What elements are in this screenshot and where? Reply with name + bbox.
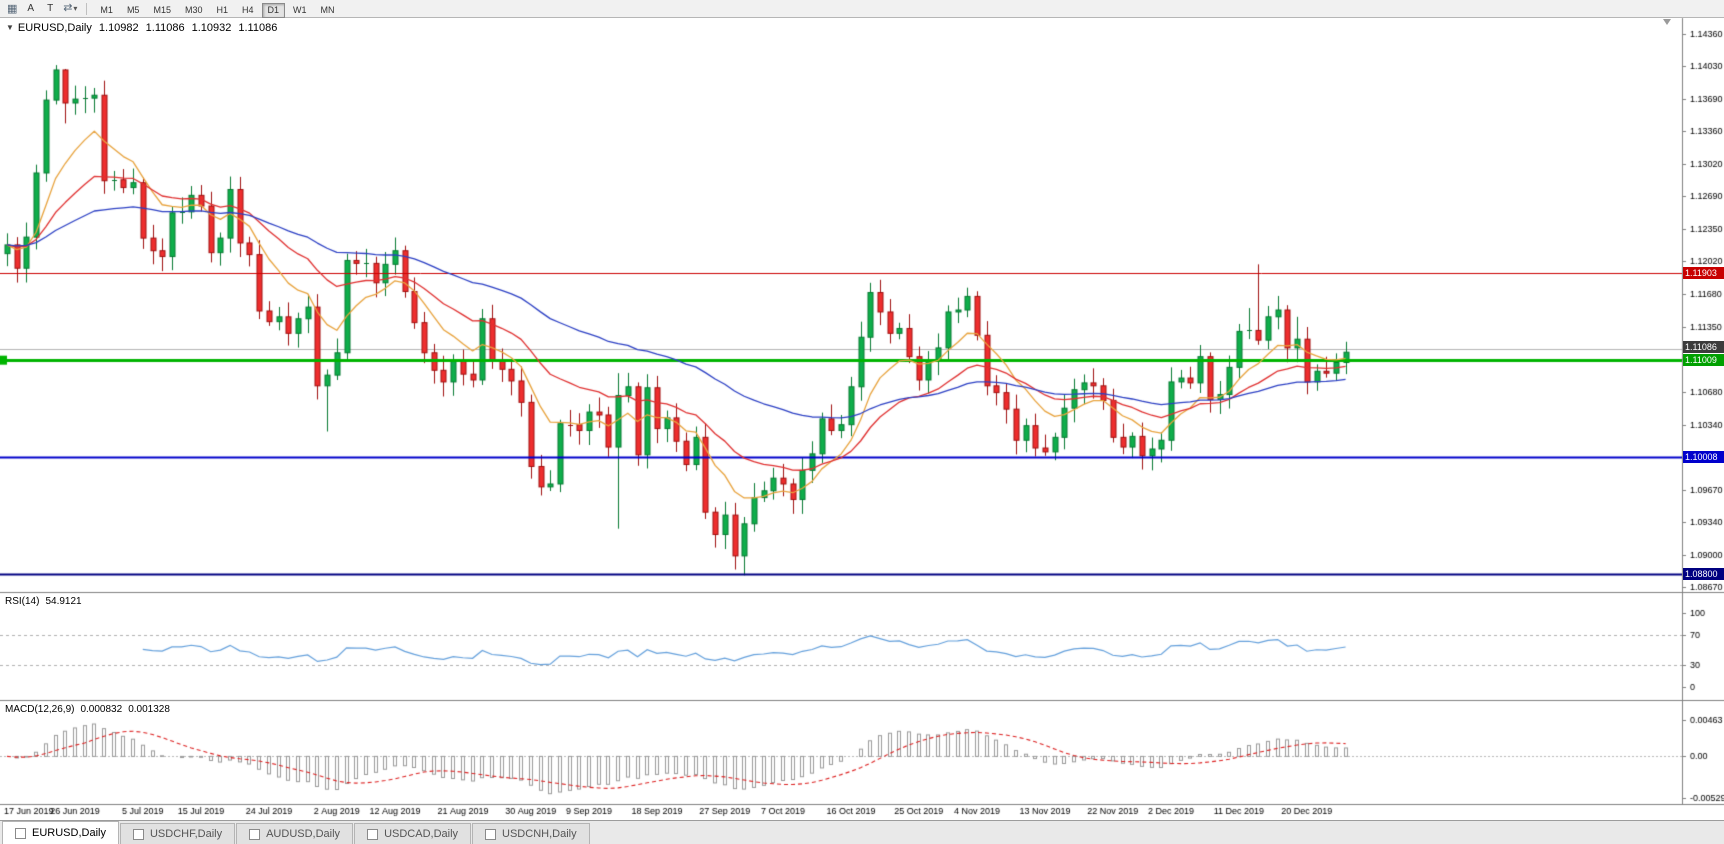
arrows-icon: ⇄ <box>63 2 73 14</box>
text-tool-button[interactable]: T <box>41 1 59 16</box>
caret-down-icon: ▾ <box>73 4 78 13</box>
timeframe-m5-button[interactable]: M5 <box>121 3 146 18</box>
macd-signal-value: 0.001328 <box>128 704 170 715</box>
ohlc-close: 1.11086 <box>238 22 278 34</box>
resistance-price-tag: 1.11903 <box>1683 267 1724 279</box>
rsi-value: 54.9121 <box>45 596 82 607</box>
tab-chart-icon <box>249 828 261 840</box>
tab-label: USDCHF,Daily <box>149 828 223 840</box>
support-price-tag: 1.11009 <box>1683 354 1724 366</box>
timeframe-m15-button[interactable]: M15 <box>147 3 177 18</box>
toolbar-separator <box>86 2 88 15</box>
ohlc-low: 1.10932 <box>191 22 232 34</box>
tab-usdchf[interactable]: USDCHF,Daily <box>119 823 236 844</box>
tab-label: USDCAD,Daily <box>384 828 459 840</box>
objects-tool-button[interactable]: ⇄▾ <box>60 0 80 17</box>
rsi-name: RSI(14) <box>5 596 40 607</box>
macd-name: MACD(12,26,9) <box>5 704 75 715</box>
chart-title: ▼ EURUSD,Daily 1.10982 1.11086 1.10932 1.1108… <box>6 22 277 34</box>
tab-usdcnh[interactable]: USDCNH,Daily <box>472 823 590 844</box>
macd-indicator-label: MACD(12,26,9) 0.000832 0.001328 <box>5 704 170 715</box>
timeframe-h1-button[interactable]: H1 <box>210 3 234 18</box>
level-price-tag-1: 1.10008 <box>1683 451 1724 463</box>
rsi-indicator-label: RSI(14) 54.9121 <box>5 596 82 607</box>
timeframe-mn-button[interactable]: MN <box>315 3 341 18</box>
charts-grid-icon[interactable]: ▦ <box>7 2 18 15</box>
macd-main-value: 0.000832 <box>80 704 123 715</box>
tab-usdcad[interactable]: USDCAD,Daily <box>354 823 472 844</box>
ohlc-high: 1.11086 <box>145 22 185 34</box>
tab-label: AUDUSD,Daily <box>266 828 341 840</box>
chart-shift-marker-icon[interactable] <box>1663 19 1671 25</box>
tab-eurusd[interactable]: EURUSD,Daily <box>2 821 119 844</box>
chart-symbol-label: EURUSD,Daily <box>17 22 92 34</box>
tab-audusd[interactable]: AUDUSD,Daily <box>236 823 354 844</box>
level-price-tag-2: 1.08800 <box>1683 568 1724 580</box>
timeframe-w1-button[interactable]: W1 <box>287 3 313 18</box>
tab-label: EURUSD,Daily <box>32 827 106 839</box>
timeframe-d1-button[interactable]: D1 <box>261 2 286 18</box>
toolbar: ▦ A T ⇄▾ M1 M5 M15 M30 H1 H4 D1 W1 MN <box>0 0 1724 18</box>
timeframe-m1-button[interactable]: M1 <box>94 3 119 18</box>
chart-dropdown-icon[interactable]: ▼ <box>6 23 14 32</box>
tab-chart-icon <box>132 828 144 840</box>
ohlc-open: 1.10982 <box>98 22 139 34</box>
tab-chart-icon <box>15 827 26 839</box>
chart-tabs-bar: EURUSD,Daily USDCHF,Daily AUDUSD,Daily USDC… <box>0 820 1724 844</box>
timeframe-h4-button[interactable]: H4 <box>236 3 260 18</box>
timeframe-group: M1 M5 M15 M30 H1 H4 D1 W1 MN <box>93 0 341 18</box>
cursor-tool-button[interactable]: A <box>21 1 40 16</box>
bid-price-tag: 1.11086 <box>1683 341 1724 353</box>
tab-chart-icon <box>485 828 497 840</box>
tab-label: USDCNH,Daily <box>502 828 577 840</box>
tab-chart-icon <box>367 828 379 840</box>
timeframe-m30-button[interactable]: M30 <box>179 3 209 18</box>
